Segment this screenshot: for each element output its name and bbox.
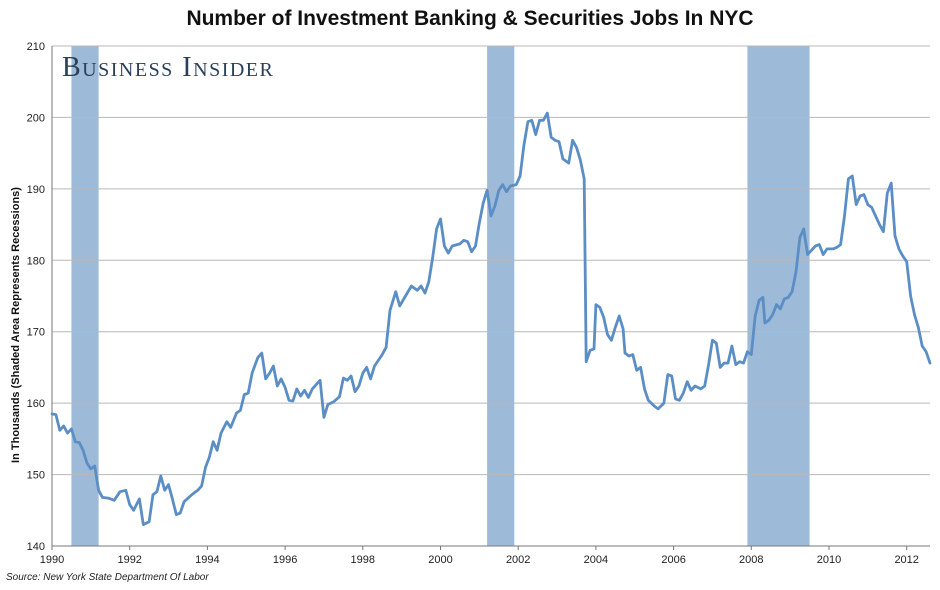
y-tick-label: 170 [27,327,45,339]
x-tick-label: 2008 [739,554,763,566]
recession-band-1 [71,46,99,546]
x-tick-label: 1992 [117,554,141,566]
x-tick-label: 1994 [195,554,219,566]
y-tick-label: 140 [27,541,45,553]
x-tick-label: 2012 [894,554,918,566]
y-tick-label: 200 [27,112,45,124]
recession-bands [71,46,810,546]
y-tick-label: 180 [27,255,45,267]
x-tick-label: 2010 [817,554,841,566]
y-tick-label: 150 [27,470,45,482]
business-insider-logo: Business Insider [62,52,274,83]
gridlines [52,45,930,476]
x-tick-labels: 1990 1992 1994 1996 1998 2000 2002 2004 2006 2008… [40,546,919,566]
source-note: Source: New York State Department Of Lab… [6,572,209,583]
recession-band-2 [487,46,515,546]
y-tick-label: 210 [27,41,45,53]
y-axis-label: In Thousands (Shaded Area Represents Rec… [10,187,22,463]
recession-band-3 [747,46,810,546]
x-tick-label: 2004 [584,554,608,566]
series-line-1 [50,111,932,526]
y-tick-label: 160 [27,398,45,410]
y-tick-label: 190 [27,184,45,196]
x-tick-label: 2006 [661,554,685,566]
x-tick-label: 1998 [351,554,375,566]
x-tick-label: 2002 [506,554,530,566]
x-tick-label: 2000 [428,554,452,566]
y-tick-labels: 140 150 160 170 180 190 200 210 [27,41,45,553]
axes [51,46,930,547]
x-tick-label: 1996 [273,554,297,566]
data-series [50,111,932,526]
chart-title: Number of Investment Banking & Securitie… [186,7,754,30]
x-tick-label: 1990 [40,554,64,566]
